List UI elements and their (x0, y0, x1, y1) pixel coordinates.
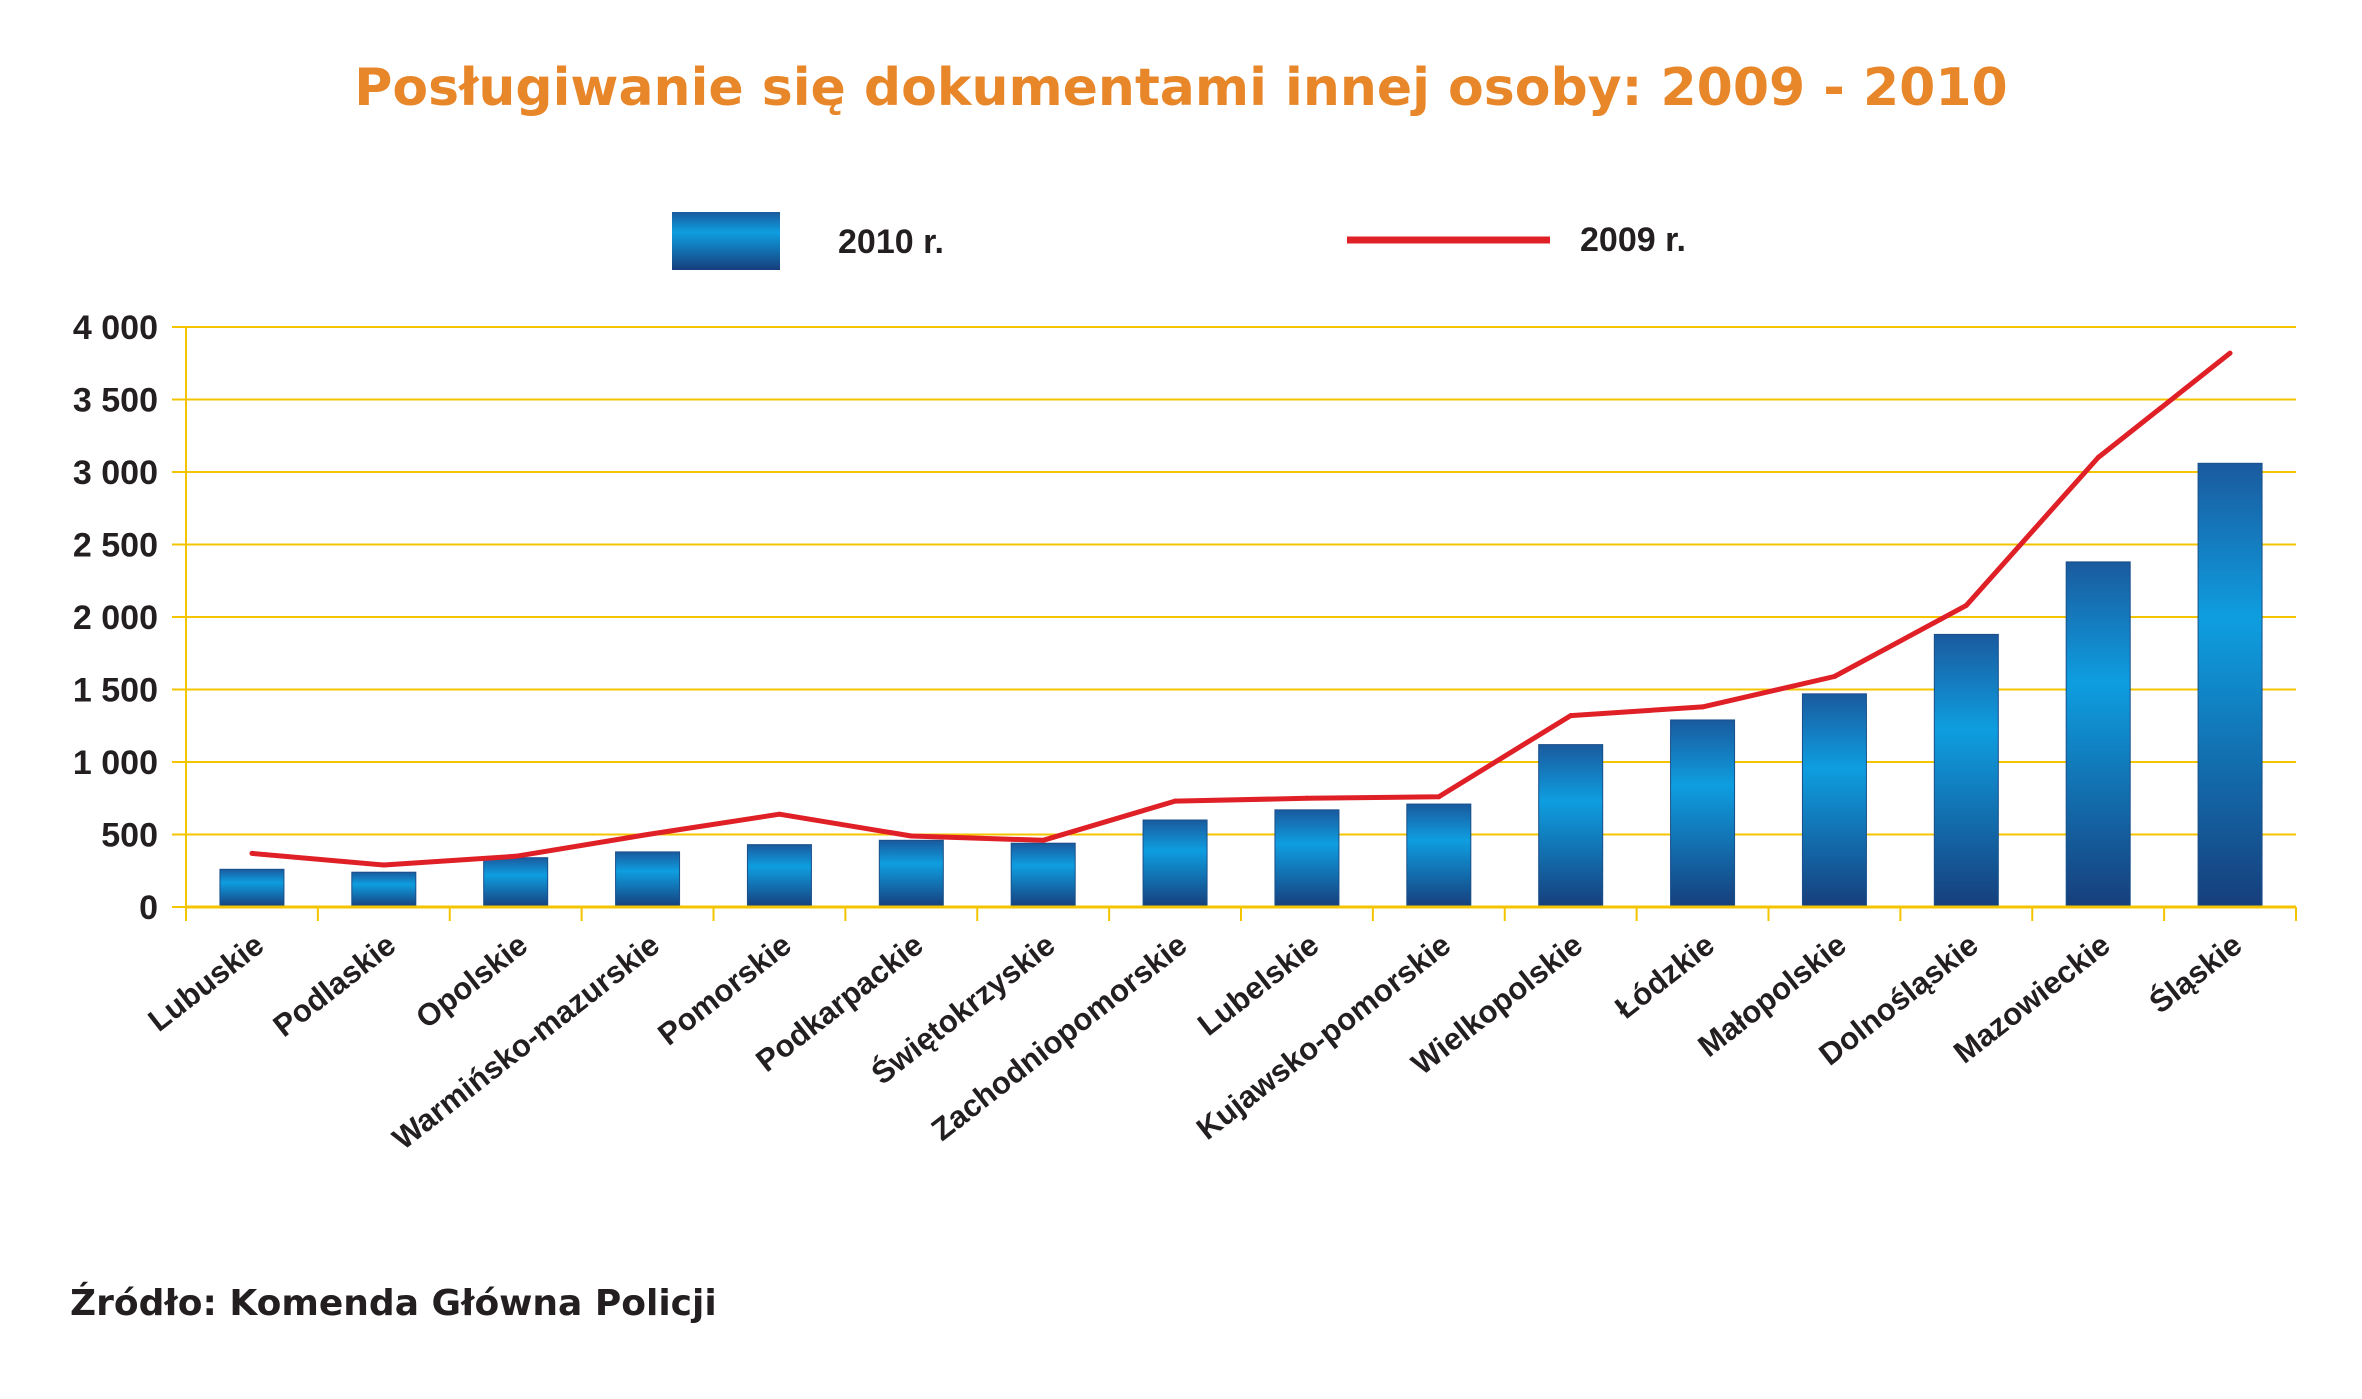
x-category-label: Warmińsko-mazurskie (386, 927, 666, 1156)
y-tick-label: 500 (101, 817, 158, 855)
point-2009 (1436, 794, 1442, 800)
x-category-label: Opolskie (409, 927, 534, 1035)
point-2009 (381, 862, 387, 868)
x-category-label: Kujawsko-pomorskie (1190, 927, 1457, 1147)
bar-2010 (878, 839, 944, 908)
x-axis (185, 327, 2297, 921)
series-line-2009 (251, 351, 2232, 868)
x-category-label: Śląskie (2142, 926, 2248, 1020)
bar-2010 (1406, 803, 1472, 908)
x-category-label: Lubelskie (1191, 927, 1325, 1043)
point-2009 (513, 853, 519, 859)
bar-2010 (1010, 842, 1076, 908)
y-tick-label: 1 000 (73, 744, 158, 782)
bar-2010 (1274, 809, 1340, 908)
x-category-label: Łódzkie (1608, 927, 1720, 1026)
y-axis-tick-labels: 0 500 1 000 1 500 2 000 2 500 3 000 3 500 4 000 (73, 309, 158, 927)
point-2009 (1831, 673, 1837, 679)
point-2009 (249, 850, 255, 856)
bar-2010 (1801, 693, 1867, 908)
bar-2010 (219, 868, 285, 908)
y-tick-label: 4 000 (73, 309, 158, 347)
point-2009 (1568, 713, 1574, 719)
bar-2010 (2065, 561, 2131, 908)
bar-2010 (1142, 819, 1208, 908)
legend-label-2009: 2009 r. (1580, 221, 1686, 259)
bar-2010 (1670, 719, 1736, 908)
legend-label-2010: 2010 r. (838, 223, 944, 261)
chart-title: Posługiwanie się dokumentami innej osoby… (354, 58, 2008, 118)
y-tick-label: 3 000 (73, 454, 158, 492)
point-2009 (645, 832, 651, 837)
legend: 2010 r. 2009 r. (672, 212, 1686, 270)
point-2009 (1040, 837, 1046, 843)
point-2009 (908, 833, 914, 839)
line-2009 (249, 350, 2233, 868)
y-tick-label: 3 500 (73, 382, 158, 420)
y-tick-label: 2 000 (73, 599, 158, 637)
bar-2010 (615, 851, 681, 908)
point-2009 (776, 811, 782, 817)
bars-2010 (219, 462, 2263, 908)
bar-2010 (351, 871, 417, 908)
point-2009 (1304, 795, 1310, 801)
bar-2010 (2197, 462, 2263, 908)
point-2009 (2095, 455, 2101, 460)
y-tick-label: 2 500 (73, 527, 158, 565)
point-2009 (1172, 798, 1178, 804)
point-2009 (1700, 704, 1706, 710)
source-note: Źródło: Komenda Główna Policji (70, 1283, 717, 1324)
y-tick-label: 1 500 (73, 672, 158, 710)
y-tick-label: 0 (139, 889, 158, 927)
point-2009 (1963, 602, 1969, 608)
x-category-label: Lubuskie (141, 927, 270, 1038)
bar-2010 (746, 844, 812, 908)
bar-2010 (1538, 744, 1604, 908)
bar-2010 (483, 857, 549, 908)
point-2009 (2227, 350, 2233, 356)
legend-bar-swatch (672, 212, 780, 270)
x-category-label: Zachodniopomorskie (925, 927, 1194, 1148)
x-category-label: Podlaskie (267, 927, 403, 1044)
bar-2010 (1933, 633, 1999, 908)
